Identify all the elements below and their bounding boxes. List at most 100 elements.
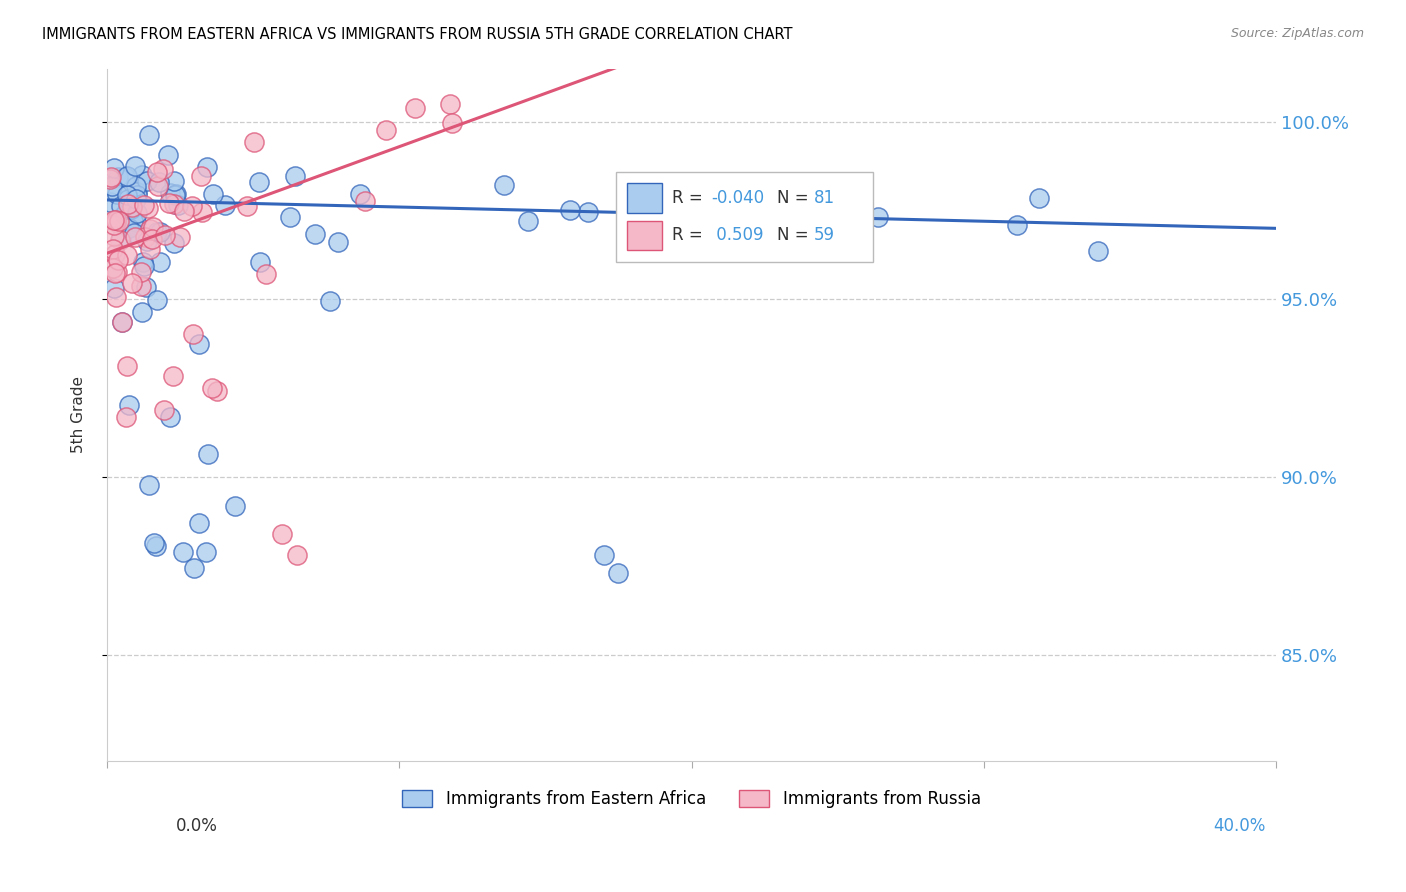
Point [104,215,127,229]
Text: N =: N = [778,227,814,244]
Point [165,187,187,202]
Point [139,243,162,257]
Point [121,200,143,214]
Point [284,169,307,183]
Point [254,267,277,281]
Point [101,242,124,256]
Point [162,369,184,384]
Point [153,227,176,242]
Point [866,210,889,224]
Point [132,255,155,269]
Point [769,199,792,213]
Point [111,315,134,329]
Point [125,192,148,206]
Point [125,215,148,229]
Point [118,220,141,235]
Point [153,402,176,417]
Point [124,230,146,244]
Point [159,410,181,425]
Point [110,199,132,213]
Point [115,187,138,202]
Point [136,201,159,215]
Point [132,198,155,212]
Point [249,255,271,269]
Point [124,159,146,173]
Point [138,477,160,491]
Text: 59: 59 [814,227,835,244]
Point [1005,218,1028,232]
Point [139,221,162,235]
Point [125,188,148,202]
Point [127,185,149,199]
Point [136,173,159,187]
Point [191,204,214,219]
Point [110,231,132,245]
Point [172,544,194,558]
Point [319,294,342,309]
Point [98,171,121,186]
Point [146,165,169,179]
Point [181,199,204,213]
Point [166,197,188,211]
Point [188,337,211,351]
Point [773,196,796,211]
Point [134,229,156,244]
Point [107,170,129,185]
Point [105,186,128,201]
Point [195,160,218,174]
Point [607,566,630,580]
Point [103,161,125,176]
Text: 81: 81 [814,189,835,207]
Point [135,280,157,294]
Point [159,195,181,210]
Point [214,198,236,212]
Point [592,548,614,562]
Point [181,326,204,341]
Point [117,192,139,206]
Point [440,115,463,129]
Y-axis label: 5th Grade: 5th Grade [72,376,86,453]
Point [201,381,224,395]
Point [197,447,219,461]
Point [105,289,128,303]
Point [114,170,136,185]
Point [163,174,186,188]
Point [131,168,153,182]
Text: R =: R = [672,189,707,207]
Text: IMMIGRANTS FROM EASTERN AFRICA VS IMMIGRANTS FROM RUSSIA 5TH GRADE CORRELATION C: IMMIGRANTS FROM EASTERN AFRICA VS IMMIGR… [42,27,793,42]
Point [111,315,134,329]
Point [235,199,257,213]
Text: 40.0%: 40.0% [1213,817,1265,835]
Point [101,179,124,194]
Point [138,128,160,142]
Point [104,266,127,280]
Point [145,539,167,553]
Text: -0.040: -0.040 [711,189,765,207]
Point [132,259,155,273]
Point [122,226,145,240]
Point [108,233,131,247]
Point [163,187,186,202]
Point [439,97,461,112]
Point [163,236,186,251]
Point [375,122,398,136]
Point [247,175,270,189]
Point [122,214,145,228]
Point [194,545,217,559]
Point [115,247,138,261]
Point [285,548,308,562]
Bar [627,184,662,212]
Point [349,186,371,201]
Point [405,101,427,115]
Point [114,206,136,220]
Point [183,560,205,574]
Point [118,398,141,412]
Text: R =: R = [672,227,707,244]
Point [108,214,131,228]
Point [115,169,138,184]
Point [103,213,125,227]
FancyBboxPatch shape [616,172,873,262]
Point [1028,191,1050,205]
Point [115,410,138,425]
Point [146,293,169,307]
